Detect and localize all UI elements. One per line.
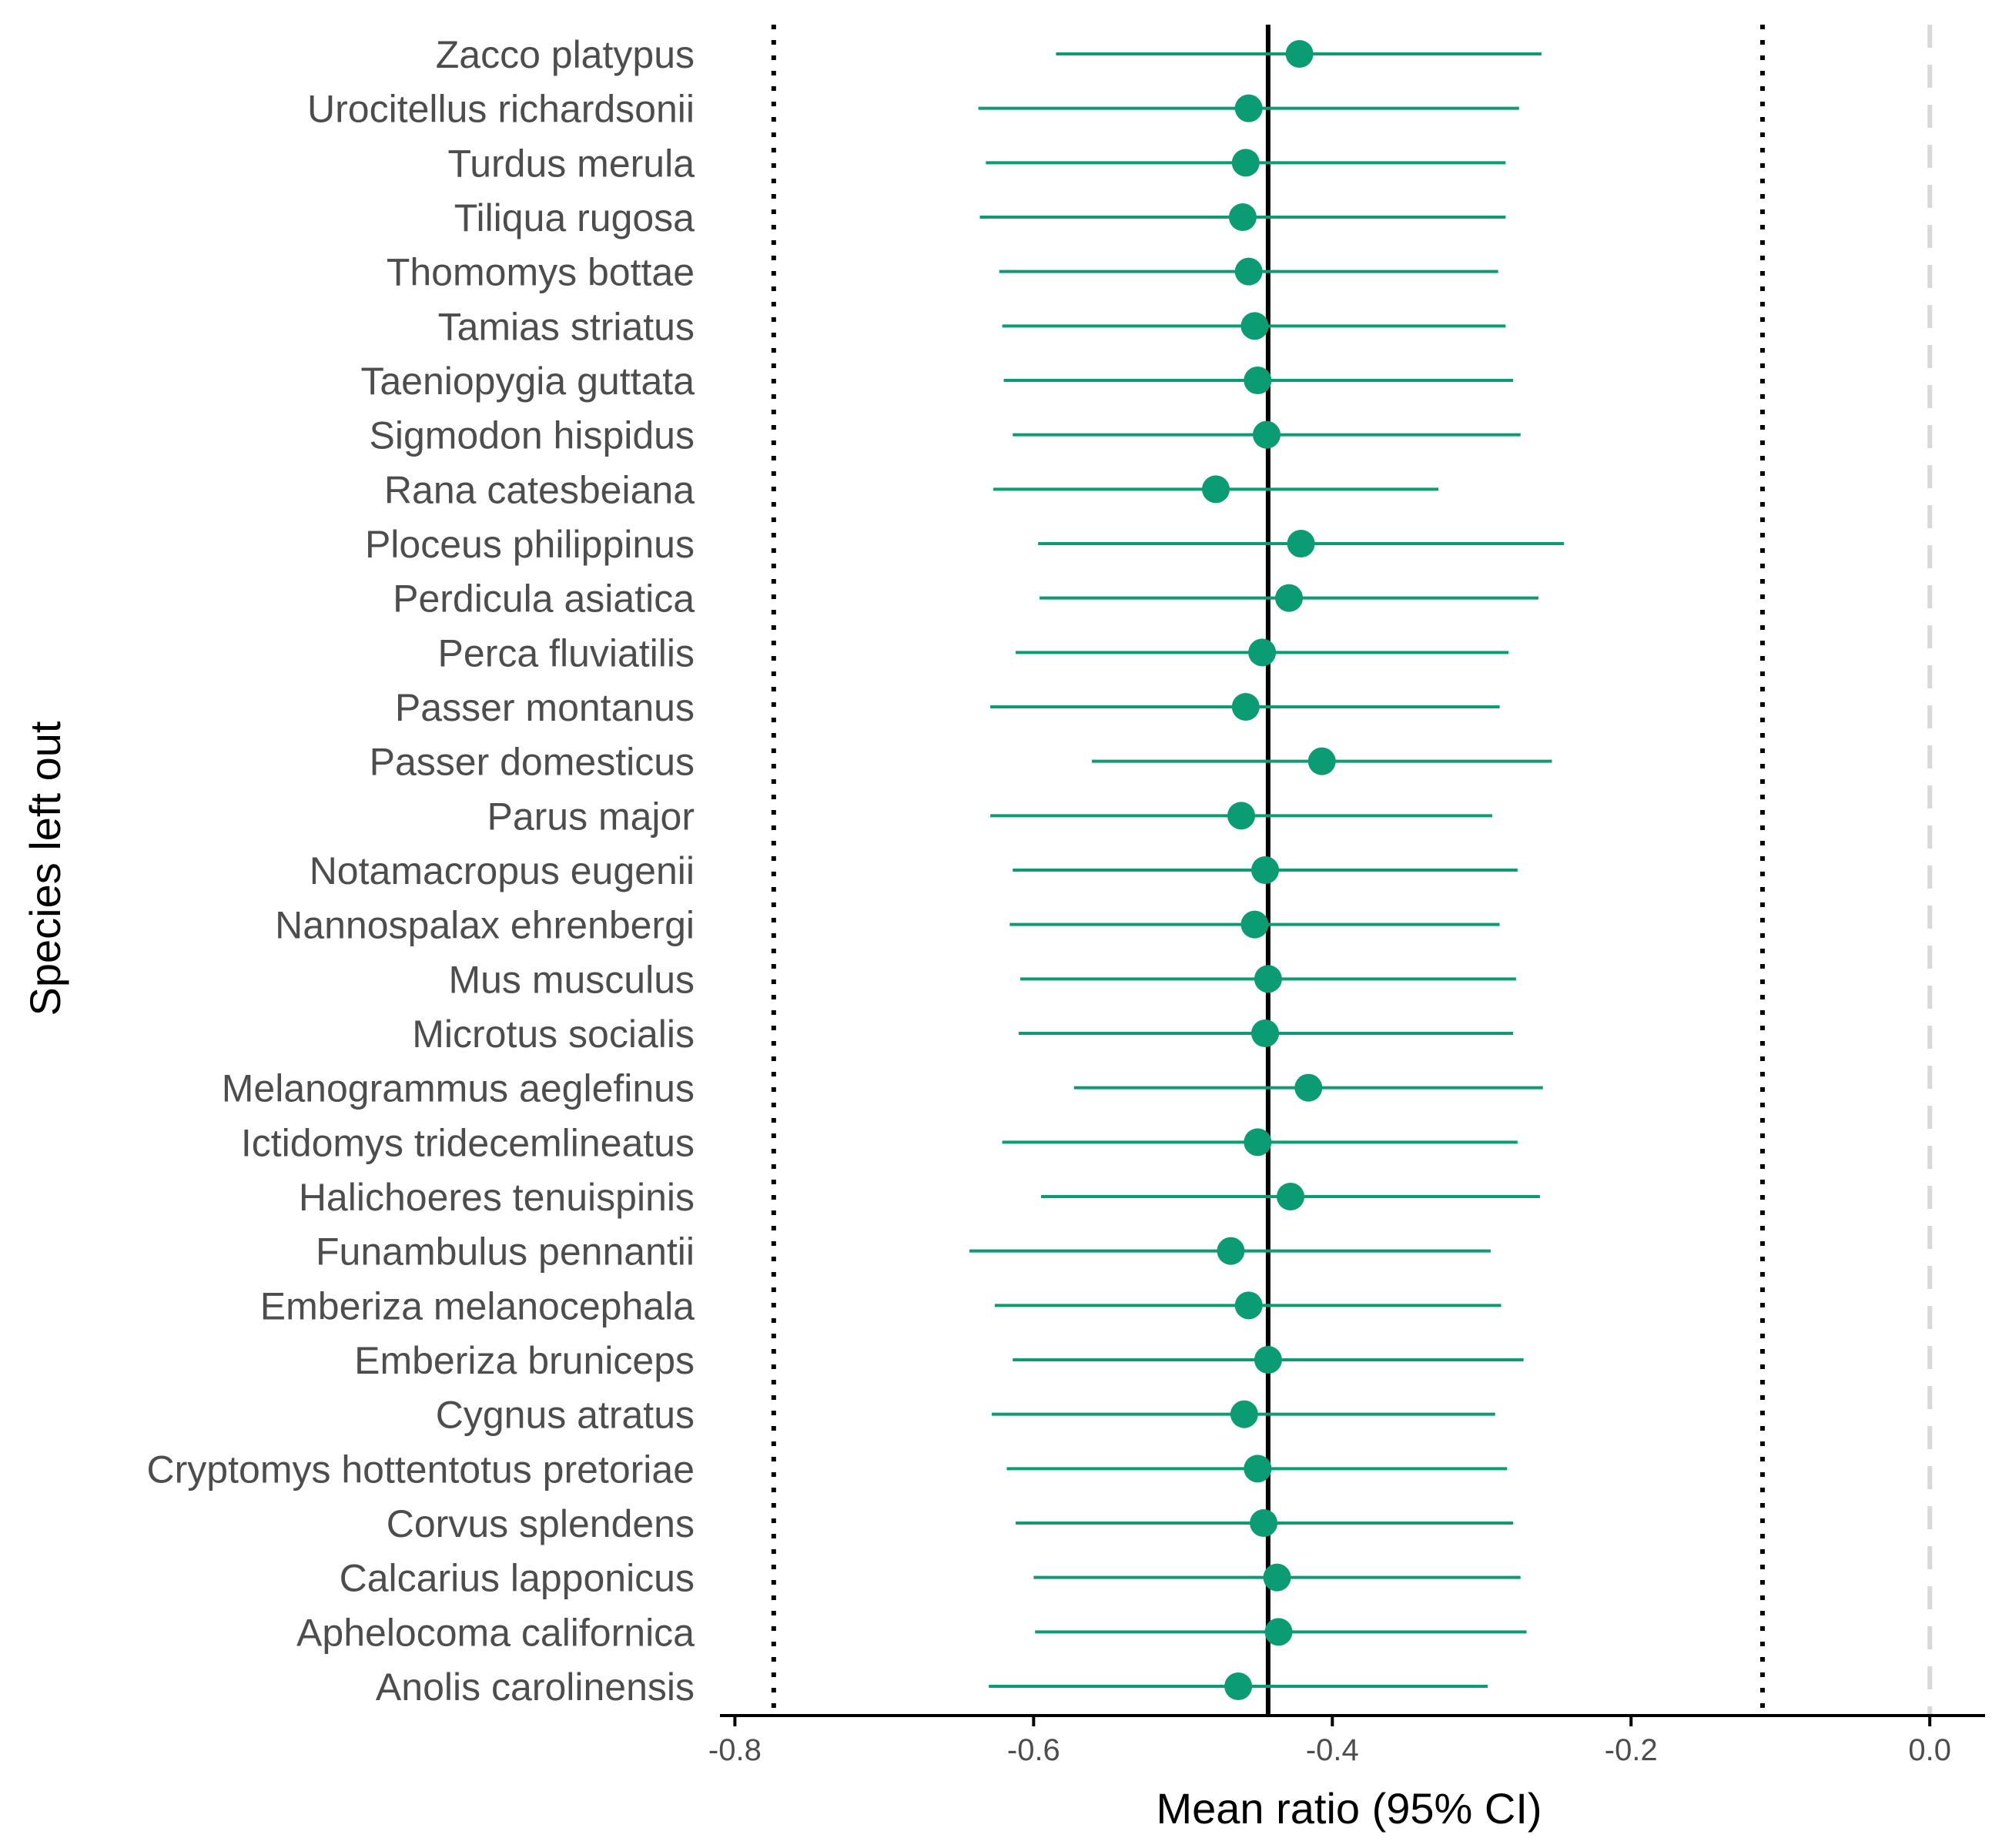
y-axis-title: Species left out	[21, 721, 69, 1016]
y-axis-tick-labels: Zacco platypus Urocitellus richardsonii Tu…	[147, 33, 695, 1709]
mean-point	[1276, 1183, 1304, 1210]
y-tick-label: Halichoeres tenuispinis	[299, 1176, 695, 1219]
y-tick-label: Melanogrammus aeglefinus	[222, 1067, 695, 1110]
mean-points	[1202, 40, 1336, 1700]
y-tick-label: Passer montanus	[395, 686, 695, 729]
y-tick-label: Passer domesticus	[370, 741, 695, 784]
x-tick-label: -0.6	[1007, 1733, 1060, 1767]
mean-point	[1254, 965, 1282, 993]
mean-point	[1224, 1672, 1253, 1700]
x-tick-label: -0.2	[1605, 1733, 1658, 1767]
y-tick-label: Anolis carolinensis	[376, 1666, 695, 1709]
y-tick-label: Corvus splendens	[387, 1502, 695, 1545]
y-tick-label: Emberiza melanocephala	[260, 1284, 695, 1327]
x-axis-title: Mean ratio (95% CI)	[1156, 1784, 1542, 1833]
mean-point	[1287, 530, 1315, 557]
mean-point	[1240, 312, 1269, 340]
y-tick-label: Taeniopygia guttata	[360, 360, 695, 403]
y-tick-label: Aphelocoma californica	[296, 1611, 695, 1654]
mean-point	[1234, 94, 1263, 122]
y-tick-label: Ploceus philippinus	[365, 523, 695, 566]
y-tick-label: Thomomys bottae	[387, 251, 695, 294]
mean-point	[1244, 367, 1272, 394]
mean-point	[1307, 747, 1336, 775]
mean-point	[1244, 1128, 1272, 1157]
mean-point	[1234, 1291, 1263, 1320]
mean-point	[1275, 584, 1304, 612]
mean-point	[1227, 802, 1255, 830]
y-tick-label: Notamacropus eugenii	[310, 849, 695, 892]
y-tick-label: Cryptomys hottentotus pretoriae	[147, 1448, 695, 1491]
y-tick-label: Sigmodon hispidus	[370, 414, 695, 457]
mean-point	[1251, 856, 1280, 884]
y-tick-label: Mus musculus	[448, 958, 695, 1001]
mean-point	[1264, 1618, 1293, 1646]
mean-point	[1250, 1509, 1278, 1537]
x-tick-label: -0.8	[708, 1733, 762, 1767]
y-tick-label: Turdus merula	[448, 142, 695, 185]
mean-point	[1244, 1455, 1272, 1483]
mean-point	[1294, 1073, 1323, 1102]
mean-point	[1231, 693, 1260, 721]
mean-point	[1230, 1400, 1258, 1428]
mean-point	[1240, 910, 1269, 939]
mean-point	[1231, 149, 1260, 177]
y-tick-label: Nannospalax ehrenbergi	[275, 904, 695, 947]
y-tick-label: Rana catesbeiana	[384, 468, 695, 511]
y-tick-label: Funambulus pennantii	[316, 1230, 695, 1274]
y-tick-label: Perdicula asiatica	[393, 578, 695, 621]
y-tick-label: Microtus socialis	[412, 1013, 695, 1056]
x-tick-label: 0.0	[1908, 1733, 1951, 1767]
mean-point	[1234, 257, 1263, 286]
mean-point	[1202, 475, 1230, 504]
y-tick-label: Zacco platypus	[436, 33, 695, 76]
mean-point	[1254, 1346, 1282, 1374]
y-tick-label: Emberiza bruniceps	[354, 1339, 695, 1382]
x-axis: -0.8 -0.6 -0.4 -0.2 0.0	[708, 1714, 1985, 1767]
y-tick-label: Cygnus atratus	[436, 1394, 695, 1437]
y-tick-label: Tiliqua rugosa	[454, 196, 695, 239]
mean-point	[1285, 40, 1314, 68]
y-tick-label: Calcarius lapponicus	[340, 1557, 695, 1600]
y-tick-label: Ictidomys tridecemlineatus	[241, 1121, 695, 1164]
y-tick-label: Parus major	[487, 795, 695, 838]
x-tick-label: -0.4	[1306, 1733, 1359, 1767]
y-tick-label: Urocitellus richardsonii	[307, 88, 695, 131]
mean-point	[1228, 203, 1257, 231]
mean-point	[1248, 638, 1277, 667]
mean-point	[1263, 1563, 1291, 1592]
mean-point	[1251, 1019, 1280, 1047]
y-tick-label: Tamias striatus	[438, 305, 695, 348]
y-tick-label: Perca fluviatilis	[438, 631, 695, 675]
mean-point	[1252, 420, 1281, 449]
mean-point	[1217, 1237, 1245, 1265]
